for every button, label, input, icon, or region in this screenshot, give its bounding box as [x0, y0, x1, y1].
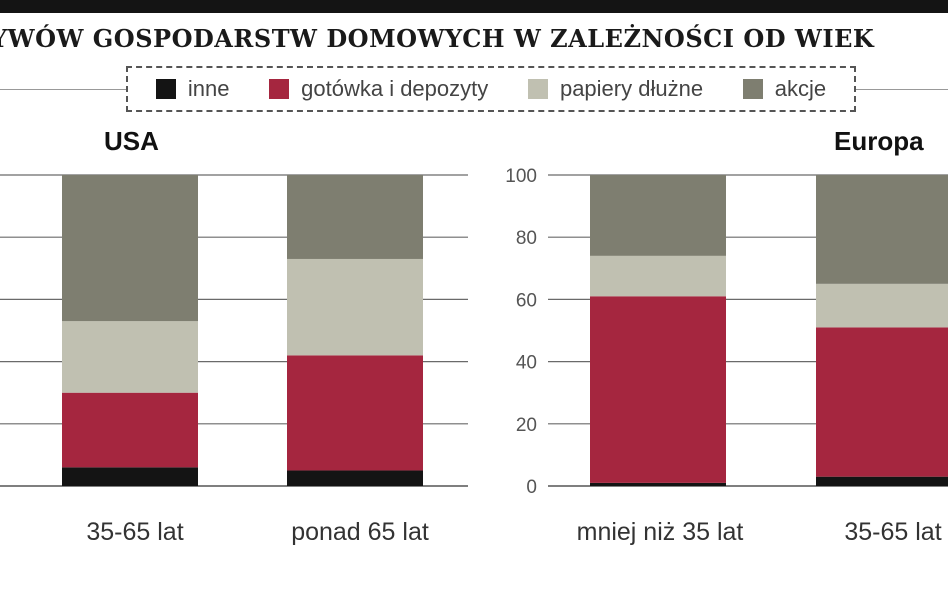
legend-swatch-gotowka: [269, 79, 290, 99]
bar-segment-europa-1-1: [816, 327, 948, 477]
bar-segment-usa-0-1: [62, 392, 198, 468]
legend-label-papiery: papiery dłużne: [559, 76, 704, 101]
legend: inne gotówka i depozyty papiery dłużne a…: [126, 66, 856, 112]
top-bar: [0, 0, 948, 13]
bar-segment-europa-1-3: [816, 175, 948, 284]
bar-segment-europa-0-3: [590, 175, 726, 256]
bar-segment-usa-0-2: [62, 321, 198, 393]
chart-title: YWÓW GOSPODARSTW DOMOWYCH W ZALEŻNOŚCI O…: [0, 24, 875, 53]
legend-label-akcje: akcje: [774, 76, 827, 101]
bar-segment-europa-0-0: [590, 482, 726, 486]
legend-rule-left: [0, 89, 126, 90]
legend-item-inne: inne: [155, 76, 230, 102]
x-category-label: 35-65 lat: [86, 518, 183, 546]
bar-segment-usa-1-3: [287, 175, 423, 259]
panel-title-usa: USA: [104, 126, 159, 156]
legend-label-inne: inne: [187, 76, 230, 101]
y-tick-label: 100: [505, 166, 537, 187]
bar-segment-usa-1-2: [287, 258, 423, 356]
y-tick-label: 40: [516, 353, 537, 374]
bar-segment-europa-0-2: [590, 255, 726, 297]
bar-segment-usa-0-0: [62, 467, 198, 486]
x-category-label: mniej niż 35 lat: [577, 518, 744, 546]
legend-item-akcje: akcje: [742, 76, 827, 102]
x-category-label: 35-65 lat: [844, 518, 941, 546]
legend-swatch-papiery: [527, 79, 548, 99]
bar-segment-europa-1-0: [816, 476, 948, 486]
legend-swatch-akcje: [742, 79, 763, 99]
y-tick-label: 0: [526, 477, 537, 498]
y-tick-label: 60: [516, 290, 537, 311]
x-category-label: ponad 65 lat: [291, 518, 429, 546]
panel-title-europa: Europa: [834, 126, 924, 156]
y-tick-label: 80: [516, 228, 537, 249]
bar-segment-usa-1-1: [287, 355, 423, 471]
legend-item-gotowka: gotówka i depozyty: [269, 76, 488, 102]
bar-segment-europa-0-1: [590, 296, 726, 483]
legend-item-papiery: papiery dłużne: [527, 76, 704, 102]
legend-swatch-inne: [155, 79, 176, 99]
legend-rule-right: [856, 89, 948, 90]
bar-segment-usa-0-3: [62, 175, 198, 322]
bar-segment-europa-1-2: [816, 283, 948, 328]
bar-segment-usa-1-0: [287, 470, 423, 486]
y-tick-label: 20: [516, 415, 537, 436]
legend-label-gotowka: gotówka i depozyty: [301, 76, 489, 101]
